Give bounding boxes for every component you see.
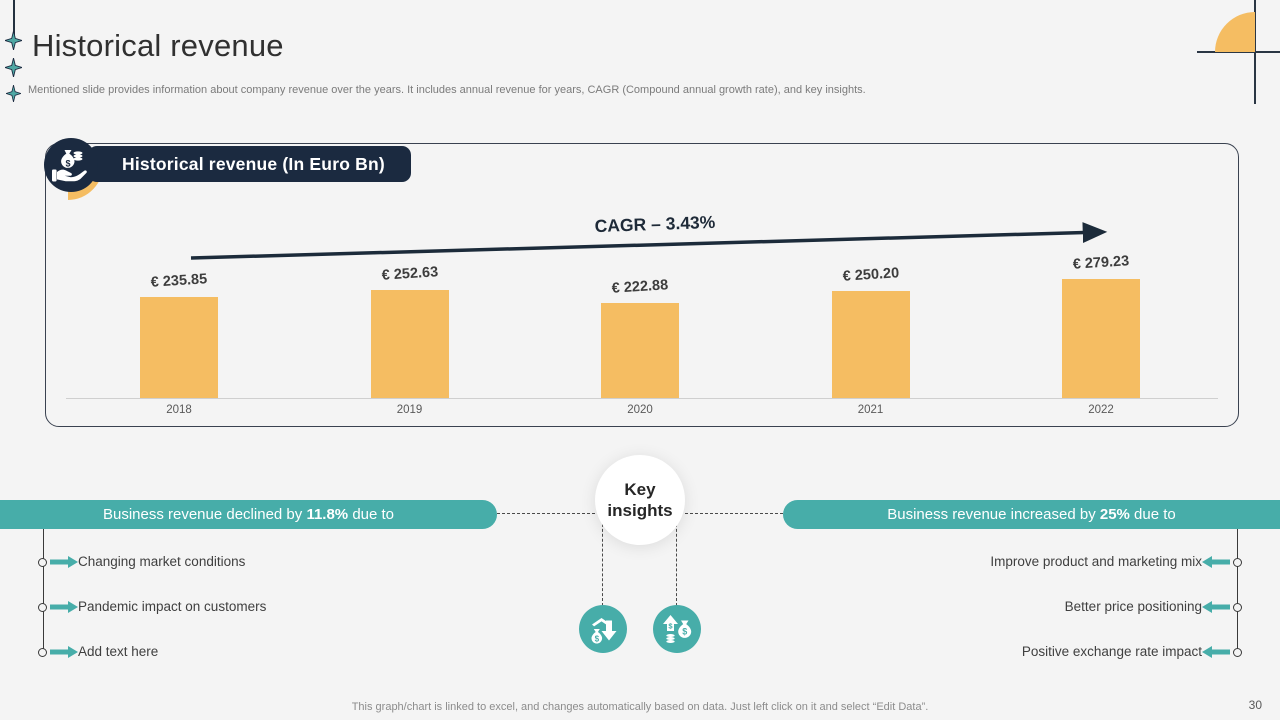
page-title: Historical revenue bbox=[32, 28, 284, 63]
chart-title-label: Historical revenue (In Euro Bn) bbox=[122, 154, 385, 174]
arrow-right-icon bbox=[50, 601, 78, 613]
list-item: Positive exchange rate impact bbox=[720, 641, 1280, 663]
hand-holding-money-icon: $ bbox=[44, 138, 98, 192]
list-item-label: Pandemic impact on customers bbox=[78, 599, 267, 614]
svg-text:$: $ bbox=[668, 621, 673, 630]
corner-quarter-circle bbox=[1215, 12, 1255, 52]
dashed-connector-left bbox=[497, 513, 595, 514]
list-item: Pandemic impact on customers bbox=[0, 596, 560, 618]
list-item-label[interactable]: Add text here bbox=[78, 644, 159, 659]
left-banner-text: Business revenue declined by bbox=[102, 506, 307, 523]
list-item-label: Changing market conditions bbox=[78, 554, 246, 569]
title-accent-line bbox=[13, 0, 15, 35]
arrow-right-icon bbox=[50, 556, 78, 568]
revenue-bar-2021[interactable] bbox=[831, 291, 910, 398]
right-banner: Business revenue increased by 25% due to bbox=[783, 500, 1280, 529]
revenue-bar-2019[interactable] bbox=[370, 290, 449, 398]
cagr-trend-arrow bbox=[190, 222, 1108, 260]
list-item-label: Better price positioning bbox=[1064, 599, 1202, 614]
list-item: Improve product and marketing mix bbox=[720, 551, 1280, 573]
right-banner-suffix: due to bbox=[1129, 506, 1176, 523]
right-insights-list: Improve product and marketing mix Better … bbox=[720, 530, 1280, 670]
connector-dot bbox=[1233, 558, 1242, 567]
list-item: Add text here bbox=[0, 641, 560, 663]
arrow-right-icon bbox=[50, 646, 78, 658]
right-list-connector-line bbox=[1236, 529, 1238, 653]
x-axis-line bbox=[66, 398, 1218, 399]
sparkle-icon bbox=[5, 58, 22, 77]
left-banner: Business revenue declined by 11.8% due t… bbox=[0, 500, 497, 529]
money-bag-decrease-icon: $ bbox=[579, 605, 627, 653]
arrow-left-icon bbox=[1202, 601, 1230, 613]
left-banner-value: 11.8% bbox=[306, 506, 349, 523]
page-subtitle: Mentioned slide provides information abo… bbox=[28, 84, 866, 96]
dashed-connector-down-left bbox=[602, 514, 603, 606]
key-insights-label: Key insights bbox=[607, 479, 673, 520]
list-item: Better price positioning bbox=[720, 596, 1280, 618]
list-item: Changing market conditions bbox=[0, 551, 560, 573]
sparkle-icon bbox=[5, 31, 22, 50]
revenue-bar-2018[interactable] bbox=[140, 297, 218, 398]
footer-note: This graph/chart is linked to excel, and… bbox=[351, 701, 929, 713]
list-item-label: Positive exchange rate impact bbox=[1021, 644, 1202, 659]
connector-dot bbox=[1233, 603, 1242, 612]
dashed-connector-right bbox=[685, 513, 783, 514]
page-number: 30 bbox=[1248, 698, 1262, 712]
revenue-bar-2022[interactable] bbox=[1062, 279, 1140, 398]
right-banner-value: 25% bbox=[1099, 506, 1130, 523]
money-bag-increase-icon: $ $ bbox=[653, 605, 701, 653]
bar-category-label: 2018 bbox=[166, 404, 192, 416]
connector-dot bbox=[38, 558, 47, 567]
right-banner-text: Business revenue increased by bbox=[887, 506, 1100, 523]
list-item-label: Improve product and marketing mix bbox=[990, 554, 1202, 569]
bar-category-label: 2019 bbox=[396, 404, 423, 416]
connector-dot bbox=[38, 648, 47, 657]
left-list-connector-line bbox=[42, 529, 44, 653]
dashed-connector-down-right bbox=[676, 514, 677, 606]
svg-text:$: $ bbox=[65, 159, 70, 169]
chart-title-badge: Historical revenue (In Euro Bn) bbox=[88, 146, 411, 182]
bar-category-label: 2022 bbox=[1088, 404, 1114, 416]
bar-category-label: 2021 bbox=[857, 404, 884, 416]
bar-category-label: 2020 bbox=[627, 404, 653, 416]
svg-text:$: $ bbox=[682, 627, 687, 637]
sparkle-icon bbox=[6, 85, 21, 102]
left-insights-list: Changing market conditions Pandemic impac… bbox=[0, 530, 560, 670]
chart-panel[interactable]: CAGR – 3.43% € 235.85 2018 € 252.63 2019 € 2… bbox=[45, 143, 1239, 427]
key-insights-hub: Key insights bbox=[595, 455, 685, 545]
revenue-bar-2020[interactable] bbox=[601, 303, 679, 398]
connector-dot bbox=[1233, 648, 1242, 657]
left-banner-suffix: due to bbox=[348, 506, 395, 523]
connector-dot bbox=[38, 603, 47, 612]
arrow-left-icon bbox=[1202, 556, 1230, 568]
svg-text:$: $ bbox=[595, 635, 600, 644]
arrow-left-icon bbox=[1202, 646, 1230, 658]
